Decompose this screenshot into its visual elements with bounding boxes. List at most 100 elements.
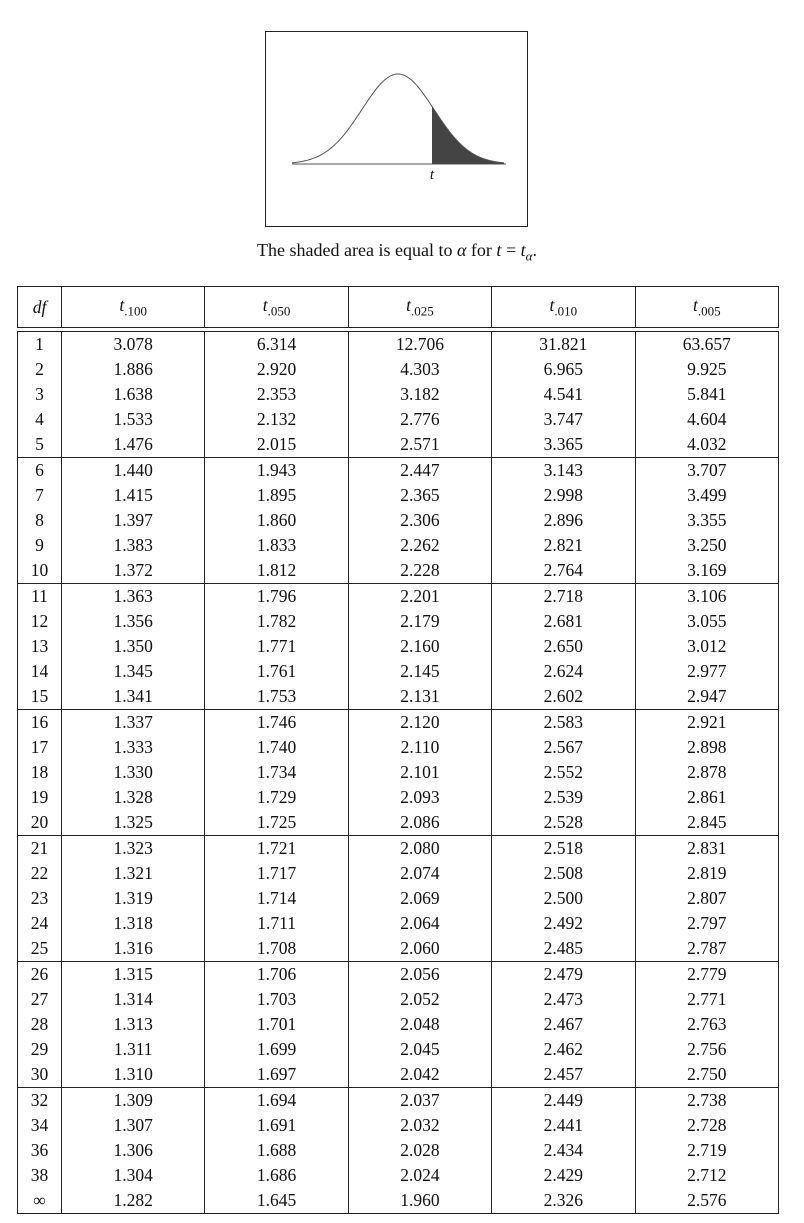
value-cell: 2.069 — [347, 886, 493, 911]
table-row: 14 1.345 1.761 2.145 2.624 2.977 — [17, 659, 779, 684]
value-cell: 1.356 — [60, 609, 206, 634]
value-cell: 2.681 — [491, 609, 636, 634]
header-t010: t.010 — [491, 286, 636, 328]
value-cell: 1.341 — [60, 684, 206, 710]
value-cell: 1.714 — [204, 886, 349, 911]
table-row: 2 1.886 2.920 4.303 6.965 9.925 — [17, 357, 779, 382]
df-cell: 20 — [17, 810, 62, 836]
value-cell: 2.528 — [491, 810, 636, 836]
df-cell: 5 — [17, 432, 62, 458]
value-cell: 2.539 — [491, 785, 636, 810]
value-cell: 2.821 — [491, 533, 636, 558]
table-row: 18 1.330 1.734 2.101 2.552 2.878 — [17, 760, 779, 785]
value-cell: 1.321 — [60, 861, 206, 886]
value-cell: 2.518 — [491, 835, 636, 861]
value-cell: 2.473 — [491, 987, 636, 1012]
df-cell: 22 — [17, 861, 62, 886]
value-cell: 2.131 — [347, 684, 493, 710]
table-row: 7 1.415 1.895 2.365 2.998 3.499 — [17, 483, 779, 508]
value-cell: 1.746 — [204, 709, 349, 735]
value-cell: 1.318 — [60, 911, 206, 936]
value-cell: 1.706 — [204, 961, 349, 987]
df-cell: 7 — [17, 483, 62, 508]
value-cell: 2.552 — [491, 760, 636, 785]
df-cell: ∞ — [17, 1188, 62, 1214]
value-cell: 1.734 — [204, 760, 349, 785]
value-cell: 2.763 — [634, 1012, 779, 1037]
value-cell: 3.143 — [491, 457, 636, 483]
df-cell: 28 — [17, 1012, 62, 1037]
value-cell: 31.821 — [491, 331, 636, 357]
value-cell: 3.106 — [634, 583, 779, 609]
value-cell: 5.841 — [634, 382, 779, 407]
value-cell: 1.812 — [204, 558, 349, 584]
df-cell: 23 — [17, 886, 62, 911]
table-header-row: df t.100 t.050 t.025 t.010 t.005 — [17, 286, 779, 328]
value-cell: 2.326 — [491, 1188, 636, 1214]
value-cell: 1.307 — [60, 1113, 206, 1138]
value-cell: 3.250 — [634, 533, 779, 558]
df-cell: 18 — [17, 760, 62, 785]
value-cell: 2.024 — [347, 1163, 493, 1188]
df-cell: 27 — [17, 987, 62, 1012]
df-cell: 11 — [17, 583, 62, 609]
value-cell: 2.365 — [347, 483, 493, 508]
table-row: 13 1.350 1.771 2.160 2.650 3.012 — [17, 634, 779, 659]
df-cell: 29 — [17, 1037, 62, 1062]
df-cell: 12 — [17, 609, 62, 634]
df-cell: 24 — [17, 911, 62, 936]
table-row: ∞ 1.282 1.645 1.960 2.326 2.576 — [17, 1188, 779, 1214]
df-cell: 16 — [17, 709, 62, 735]
df-cell: 21 — [17, 835, 62, 861]
caption-for: for — [470, 240, 492, 260]
value-cell: 1.753 — [204, 684, 349, 710]
value-cell: 1.729 — [204, 785, 349, 810]
table-row: 22 1.321 1.717 2.074 2.508 2.819 — [17, 861, 779, 886]
value-cell: 2.042 — [347, 1062, 493, 1088]
value-cell: 3.365 — [491, 432, 636, 458]
value-cell: 1.686 — [204, 1163, 349, 1188]
value-cell: 1.796 — [204, 583, 349, 609]
value-cell: 1.363 — [60, 583, 206, 609]
header-t005: t.005 — [634, 286, 779, 328]
table-row: 32 1.309 1.694 2.037 2.449 2.738 — [17, 1087, 779, 1113]
caption-eq-rhs-sub: α — [525, 248, 533, 264]
value-cell: 1.383 — [60, 533, 206, 558]
value-cell: 1.345 — [60, 659, 206, 684]
df-cell: 38 — [17, 1163, 62, 1188]
density-curve — [291, 73, 505, 164]
value-cell: 1.725 — [204, 810, 349, 836]
value-cell: 1.638 — [60, 382, 206, 407]
table-row: 23 1.319 1.714 2.069 2.500 2.807 — [17, 886, 779, 911]
value-cell: 2.896 — [491, 508, 636, 533]
table-row: 5 1.476 2.015 2.571 3.365 4.032 — [17, 432, 779, 458]
df-cell: 10 — [17, 558, 62, 584]
value-cell: 2.819 — [634, 861, 779, 886]
value-cell: 1.691 — [204, 1113, 349, 1138]
value-cell: 2.878 — [634, 760, 779, 785]
value-cell: 63.657 — [634, 331, 779, 357]
value-cell: 2.947 — [634, 684, 779, 710]
caption-alpha: α — [456, 240, 467, 260]
value-cell: 2.750 — [634, 1062, 779, 1088]
value-cell: 2.093 — [347, 785, 493, 810]
value-cell: 2.449 — [491, 1087, 636, 1113]
value-cell: 1.309 — [60, 1087, 206, 1113]
value-cell: 2.060 — [347, 936, 493, 962]
df-cell: 2 — [17, 357, 62, 382]
value-cell: 1.860 — [204, 508, 349, 533]
value-cell: 2.479 — [491, 961, 636, 987]
value-cell: 2.441 — [491, 1113, 636, 1138]
value-cell: 1.310 — [60, 1062, 206, 1088]
value-cell: 2.074 — [347, 861, 493, 886]
table-row: 6 1.440 1.943 2.447 3.143 3.707 — [17, 457, 779, 483]
table-row: 20 1.325 1.725 2.086 2.528 2.845 — [17, 810, 779, 836]
value-cell: 9.925 — [634, 357, 779, 382]
value-cell: 2.567 — [491, 735, 636, 760]
df-cell: 32 — [17, 1087, 62, 1113]
value-cell: 1.740 — [204, 735, 349, 760]
shaded-tail-area — [432, 106, 504, 164]
value-cell: 2.998 — [491, 483, 636, 508]
value-cell: 2.145 — [347, 659, 493, 684]
value-cell: 2.719 — [634, 1138, 779, 1163]
